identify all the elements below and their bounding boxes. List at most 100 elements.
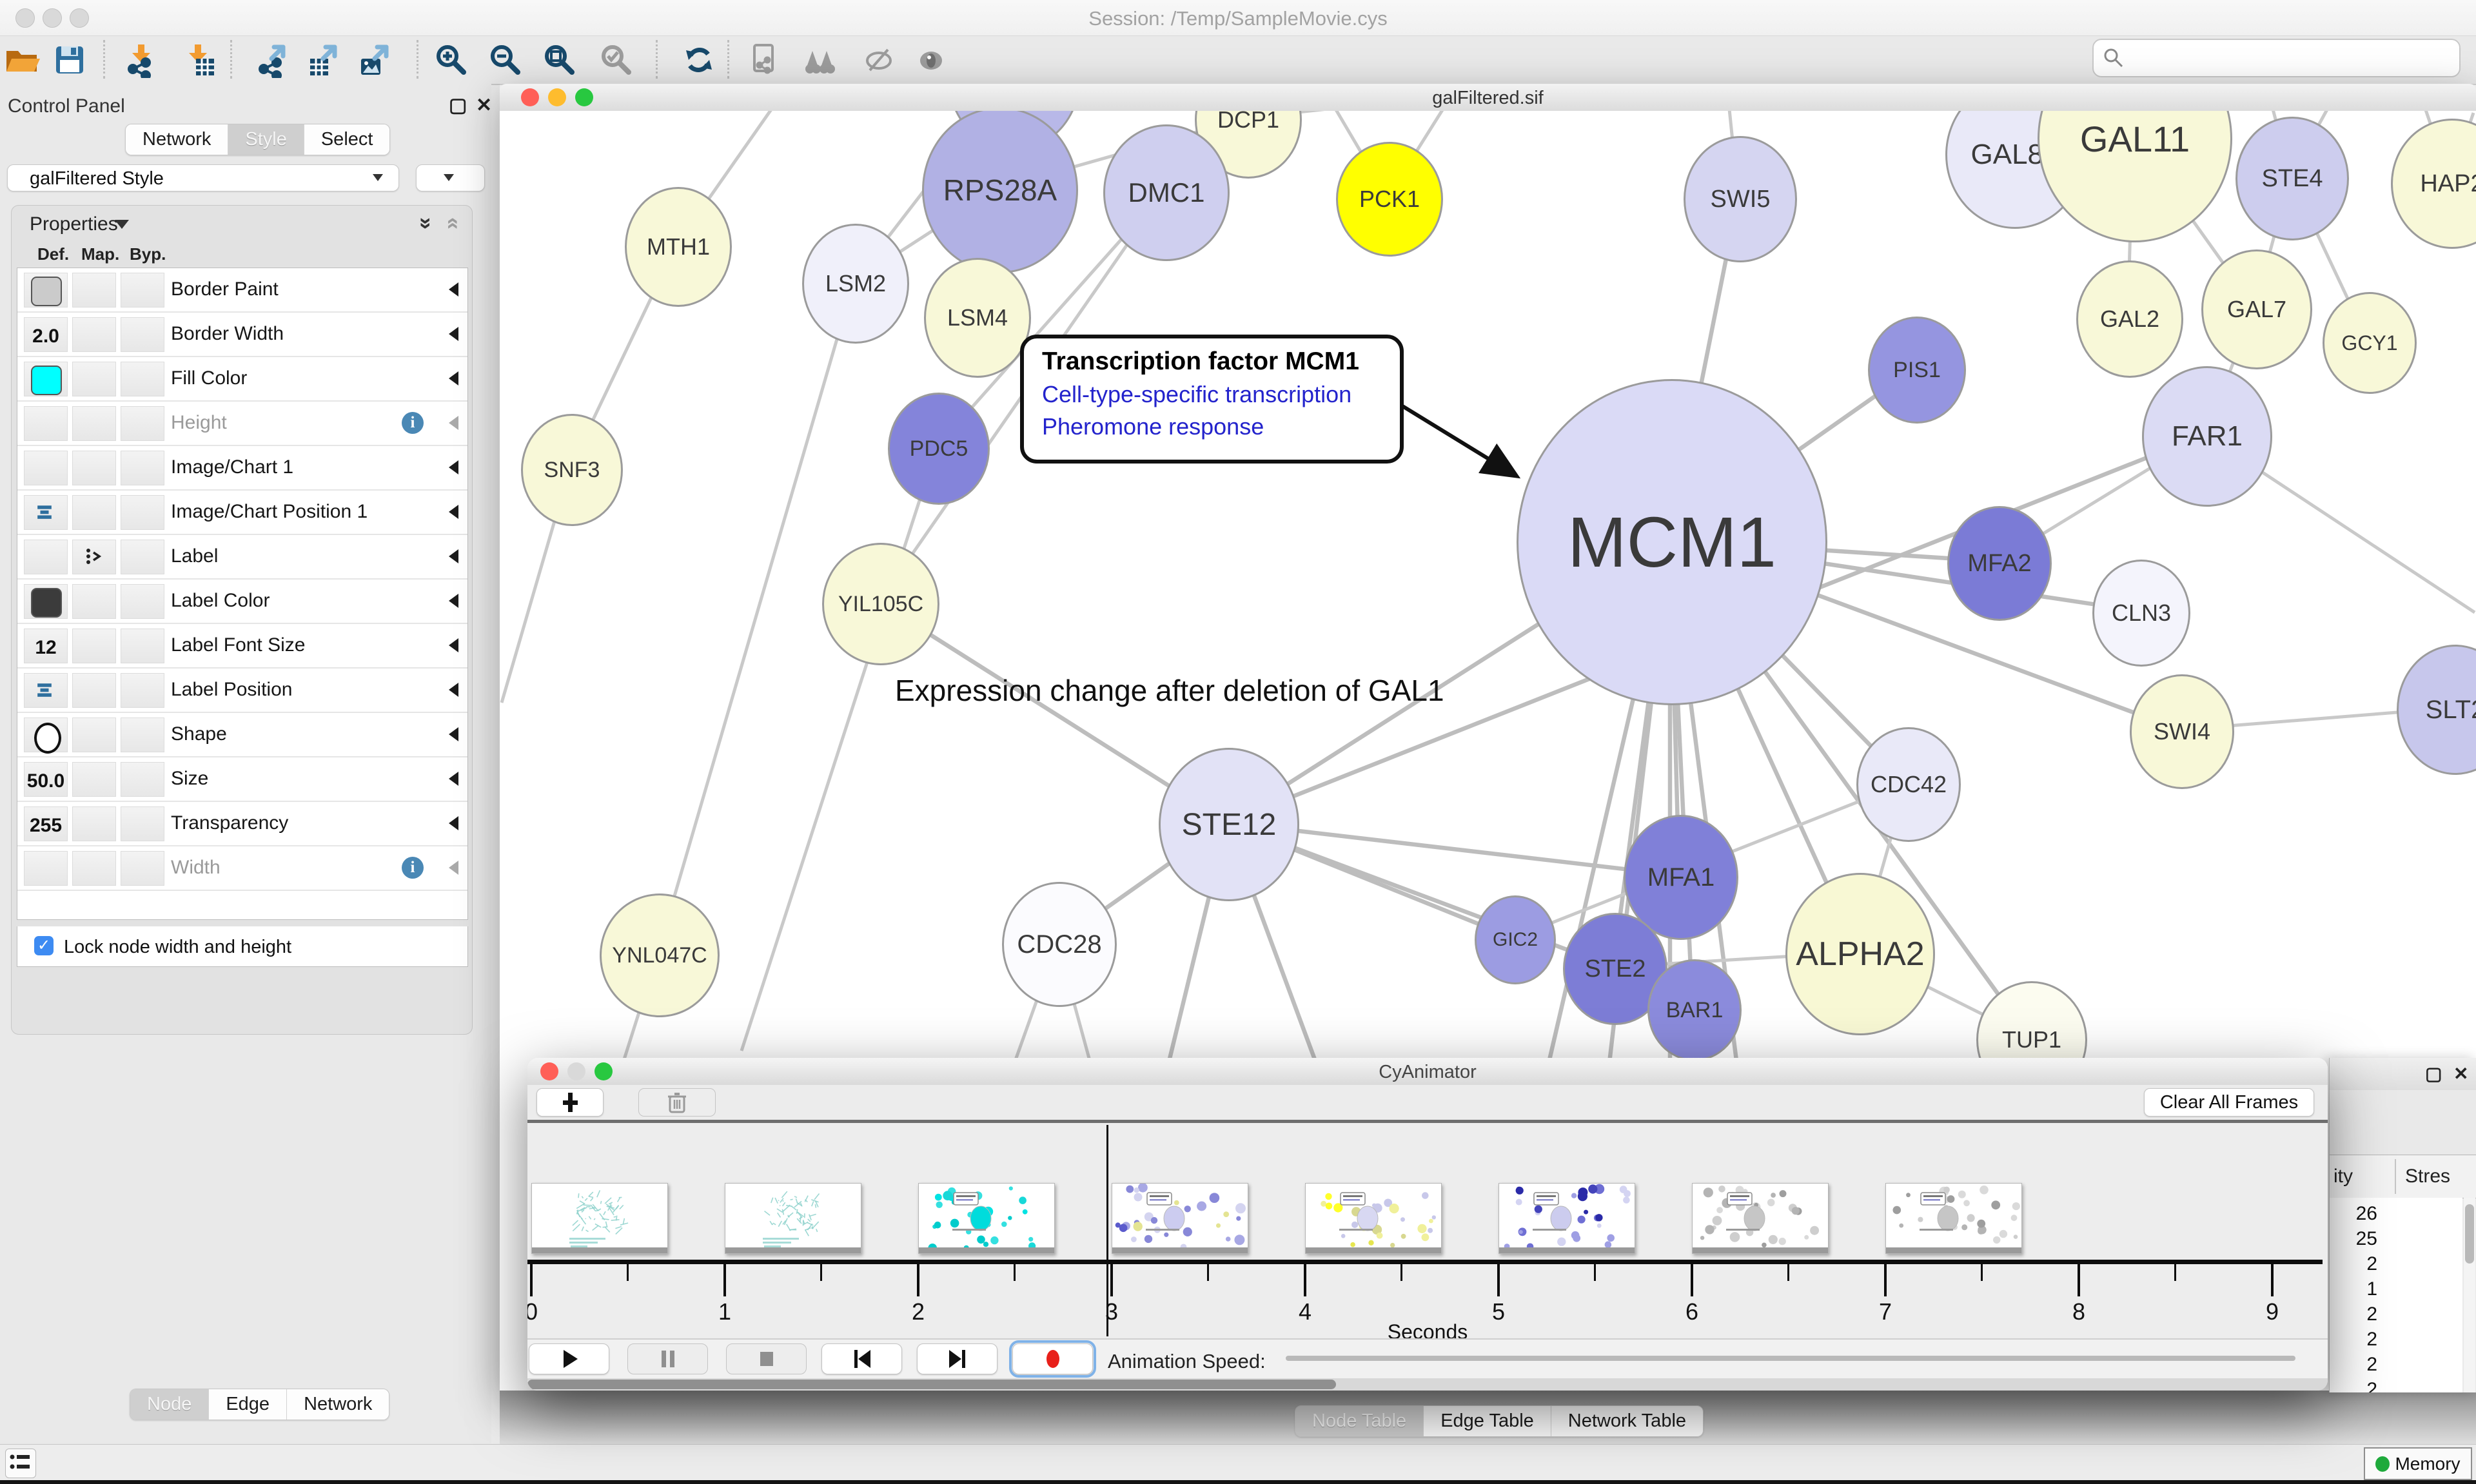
collapse-row-icon[interactable] xyxy=(449,549,458,563)
mapping-cell[interactable] xyxy=(72,495,116,530)
network-node-cln3[interactable]: CLN3 xyxy=(2092,560,2190,667)
style-selector[interactable]: galFiltered Style xyxy=(7,164,399,191)
frame-thumbnail-4[interactable] xyxy=(1305,1183,1442,1254)
mapping-cell[interactable] xyxy=(72,762,116,797)
collapse-row-icon[interactable] xyxy=(449,594,458,608)
zoom-icon[interactable] xyxy=(594,1062,613,1080)
default-cell[interactable]: 12 xyxy=(24,629,68,663)
collapse-row-icon[interactable] xyxy=(449,638,458,652)
add-frame-button[interactable] xyxy=(536,1088,604,1117)
collapse-row-icon[interactable] xyxy=(449,505,458,519)
results-scrollbar[interactable] xyxy=(2464,1198,2475,1392)
network-node-gal7[interactable]: GAL7 xyxy=(2201,249,2312,369)
close-icon[interactable] xyxy=(521,88,539,106)
bypass-cell[interactable] xyxy=(121,629,164,663)
mapping-cell[interactable] xyxy=(72,673,116,708)
default-cell[interactable]: 50.0 xyxy=(24,762,68,797)
property-row-label[interactable]: Label xyxy=(17,535,467,580)
network-node-ynl047c[interactable]: YNL047C xyxy=(600,893,720,1017)
network-node-cdc42[interactable]: CDC42 xyxy=(1856,727,1961,842)
annotation-link[interactable]: Cell-type-specific transcription xyxy=(1042,381,1352,407)
bypass-cell[interactable] xyxy=(121,718,164,752)
annotation-link[interactable]: Pheromone response xyxy=(1042,413,1264,440)
panel-list-button[interactable] xyxy=(5,1449,36,1478)
network-node-alpha2[interactable]: ALPHA2 xyxy=(1785,873,1935,1035)
frame-thumbnail-2[interactable] xyxy=(918,1183,1055,1254)
frame-thumbnail-5[interactable] xyxy=(1498,1183,1635,1254)
property-row-border-paint[interactable]: Border Paint xyxy=(17,268,467,313)
minimize-icon[interactable] xyxy=(548,88,566,106)
network-node-mcm1[interactable]: MCM1 xyxy=(1517,379,1827,705)
cyanimator-titlebar[interactable]: CyAnimator xyxy=(527,1058,2328,1086)
export-network-icon[interactable] xyxy=(255,42,291,81)
default-cell[interactable] xyxy=(24,851,68,886)
bypass-cell[interactable] xyxy=(121,806,164,841)
import-table-icon[interactable] xyxy=(181,42,217,78)
network-node-lsm2[interactable]: LSM2 xyxy=(802,224,909,344)
close-icon[interactable] xyxy=(540,1062,558,1080)
collapse-row-icon[interactable] xyxy=(449,727,458,741)
tab-edge[interactable]: Edge xyxy=(209,1389,288,1420)
bypass-cell[interactable] xyxy=(121,540,164,574)
network-node-far1[interactable]: FAR1 xyxy=(2142,366,2272,507)
mapping-cell[interactable] xyxy=(72,851,116,886)
collapse-all-icon[interactable]: » xyxy=(439,217,464,229)
property-row-image-chart-1[interactable]: Image/Chart 1 xyxy=(17,446,467,491)
frame-thumbnail-7[interactable] xyxy=(1885,1183,2022,1254)
column-header[interactable]: Stres xyxy=(2405,1166,2451,1187)
network-node-pis1[interactable]: PIS1 xyxy=(1868,317,1966,424)
network-node-mth1[interactable]: MTH1 xyxy=(625,187,732,307)
property-row-size[interactable]: 50.0 Size xyxy=(17,757,467,802)
bypass-cell[interactable] xyxy=(121,584,164,619)
bypass-cell[interactable] xyxy=(121,495,164,530)
network-node-swi5[interactable]: SWI5 xyxy=(1684,136,1797,262)
info-icon[interactable]: i xyxy=(402,412,424,434)
default-cell[interactable] xyxy=(24,451,68,485)
default-cell[interactable]: 2.0 xyxy=(24,317,68,352)
default-cell[interactable] xyxy=(24,540,68,574)
network-node-cdc28[interactable]: CDC28 xyxy=(1002,882,1117,1007)
property-row-border-width[interactable]: 2.0 Border Width xyxy=(17,313,467,357)
export-image-icon[interactable] xyxy=(358,42,394,78)
mapping-cell[interactable] xyxy=(72,718,116,752)
collapse-row-icon[interactable] xyxy=(449,371,458,386)
bypass-cell[interactable] xyxy=(121,406,164,441)
open-session-icon[interactable] xyxy=(5,42,41,78)
annotation-box[interactable]: Transcription factor MCM1 Cell-type-spec… xyxy=(1020,335,1404,464)
default-cell[interactable] xyxy=(24,718,68,754)
default-cell[interactable] xyxy=(24,406,68,441)
skip-to-end-button[interactable] xyxy=(917,1343,997,1374)
network-node-pdc5[interactable]: PDC5 xyxy=(888,393,990,505)
save-session-icon[interactable] xyxy=(52,42,88,78)
float-panel-icon[interactable]: ▢ xyxy=(449,95,467,116)
frame-thumbnail-6[interactable] xyxy=(1692,1183,1829,1254)
style-options-button[interactable] xyxy=(416,164,485,191)
refresh-icon[interactable] xyxy=(681,42,717,78)
bypass-cell[interactable] xyxy=(121,851,164,886)
expand-all-icon[interactable]: » xyxy=(414,217,439,229)
network-node-ste4[interactable]: STE4 xyxy=(2235,117,2349,240)
network-node-yil105c[interactable]: YIL105C xyxy=(822,543,939,665)
import-network-icon[interactable] xyxy=(124,42,160,81)
playhead[interactable] xyxy=(1106,1125,1108,1336)
mapping-cell[interactable] xyxy=(72,584,116,619)
mapping-cell[interactable] xyxy=(72,406,116,441)
collapse-row-icon[interactable] xyxy=(449,772,458,786)
close-panel-icon[interactable]: ✕ xyxy=(476,95,493,116)
properties-header[interactable]: Properties » » xyxy=(12,206,472,239)
mapping-cell[interactable] xyxy=(72,540,116,574)
info-icon[interactable]: i xyxy=(402,857,424,879)
mapping-cell[interactable] xyxy=(72,451,116,485)
default-cell[interactable] xyxy=(24,362,68,396)
tab-node-table[interactable]: Node Table xyxy=(1295,1406,1424,1436)
collapse-row-icon[interactable] xyxy=(449,282,458,297)
property-row-height[interactable]: Height i xyxy=(17,402,467,446)
property-row-label-font-size[interactable]: 12 Label Font Size xyxy=(17,624,467,669)
clear-all-frames-button[interactable]: Clear All Frames xyxy=(2144,1088,2314,1117)
property-row-width[interactable]: Width i xyxy=(17,846,467,891)
default-cell[interactable] xyxy=(24,495,68,530)
search-input[interactable] xyxy=(2132,43,2444,72)
tab-network[interactable]: Network xyxy=(126,124,229,155)
network-node-pck1[interactable]: PCK1 xyxy=(1336,142,1443,257)
frame-thumbnail-0[interactable] xyxy=(531,1183,668,1254)
